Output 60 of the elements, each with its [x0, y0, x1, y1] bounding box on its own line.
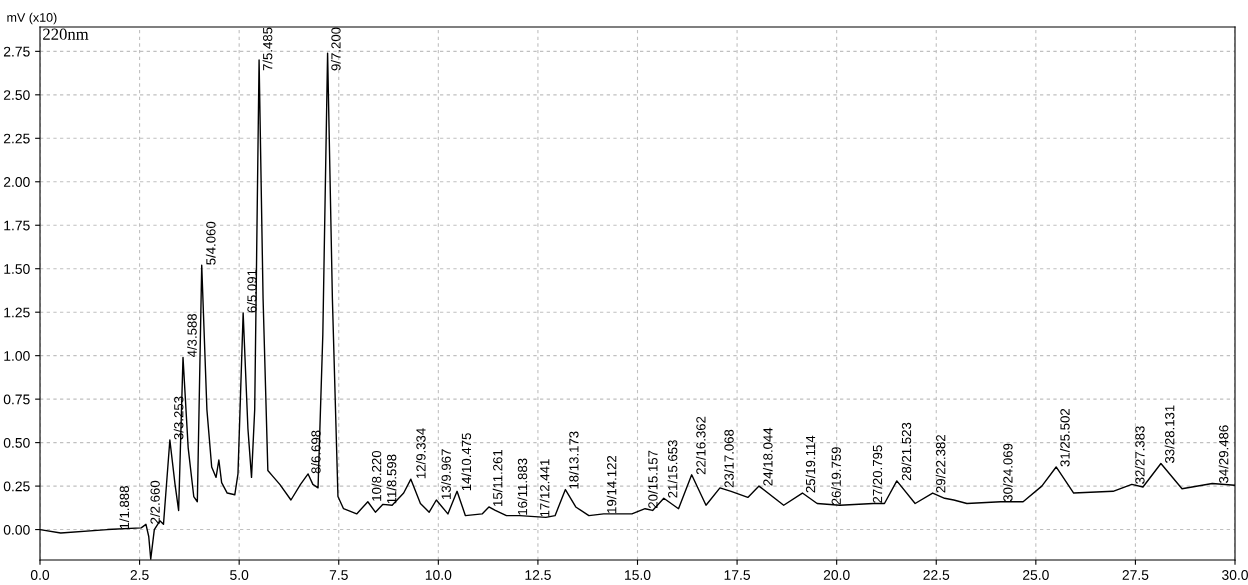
- annotation: 26/19.759: [831, 447, 841, 505]
- annotation: 13/9.967: [441, 449, 451, 499]
- annotation: 16/11.883: [517, 458, 528, 515]
- y-tick-label: 1.25: [4, 307, 30, 318]
- annotation: 7/5.485: [262, 27, 273, 71]
- annotation: 6/5.091: [246, 269, 257, 313]
- annotation: 28/21.523: [901, 422, 912, 481]
- x-tick-label: 30.0: [1222, 570, 1248, 580]
- x-tick-label: 15.0: [625, 570, 651, 580]
- x-tick-label: 25.0: [1023, 570, 1049, 580]
- annotation: 5/4.060: [205, 221, 216, 265]
- annotation: 14/10.475: [461, 433, 472, 491]
- annotation: 17/12.441: [539, 459, 550, 517]
- annotation: 34/29.486: [1218, 425, 1229, 483]
- x-tick-label: 17.5: [724, 570, 751, 580]
- y-tick-label: 0.00: [3, 524, 30, 535]
- annotation: 29/22.382: [935, 435, 946, 493]
- annotation: 4/3.588: [187, 313, 197, 358]
- x-tick-label: 22.5: [923, 570, 950, 580]
- y-tick-label: 2.50: [3, 90, 30, 100]
- y-tick-label: 2.75: [3, 46, 30, 57]
- y-tick-label: 1.00: [4, 351, 30, 361]
- annotation: 11/8.598: [386, 454, 397, 504]
- x-tick-label: 10.0: [425, 570, 452, 580]
- annotation: 22/16.362: [695, 416, 706, 475]
- annotation: 2/2.660: [150, 480, 160, 524]
- x-tick-label: 27.5: [1122, 570, 1149, 580]
- x-tick-label: 20.0: [823, 570, 850, 580]
- x-tick-label: 5.0: [230, 570, 249, 580]
- x-tick-label: 7.5: [329, 570, 348, 580]
- y-tick-label: 2.00: [3, 177, 30, 187]
- y-axis-title: mV (x10): [7, 12, 57, 25]
- y-tick-label: 0.25: [3, 481, 30, 492]
- annotation: 27/20.795: [872, 445, 883, 503]
- annotation: 10/8.220: [371, 450, 382, 501]
- annotation: 20/15.157: [647, 450, 658, 509]
- y-tick-label: 1.75: [4, 220, 30, 231]
- annotation: 19/14.122: [606, 455, 617, 513]
- annotation: 33/28.131: [1164, 405, 1175, 463]
- x-tick-label: 0.0: [30, 570, 50, 580]
- x-tick-label: 12.5: [525, 570, 551, 580]
- annotation: 15/11.261: [492, 449, 503, 506]
- annotation: 32/27.383: [1134, 426, 1145, 484]
- y-tick-label: 0.50: [3, 437, 30, 448]
- annotation: 25/19.114: [805, 435, 816, 493]
- annotation: 31/25.502: [1060, 408, 1070, 467]
- annotation: 30/24.069: [1002, 443, 1013, 502]
- annotation: 220nm: [43, 28, 89, 40]
- annotation: 1/1.888: [119, 486, 130, 529]
- annotation: 18/13.173: [568, 431, 579, 489]
- y-tick-label: 2.25: [3, 133, 30, 144]
- x-tick-label: 2.5: [130, 570, 149, 580]
- annotation: 3/3.253: [173, 396, 184, 440]
- y-tick-label: 0.75: [3, 394, 30, 405]
- annotation: 23/17.068: [724, 429, 734, 488]
- annotation: 9/7.200: [330, 27, 341, 71]
- annotation: 12/9.334: [415, 428, 426, 479]
- annotation: 21/15.653: [667, 440, 678, 498]
- annotation: 24/18.044: [762, 427, 773, 486]
- y-tick-label: 1.50: [4, 264, 30, 274]
